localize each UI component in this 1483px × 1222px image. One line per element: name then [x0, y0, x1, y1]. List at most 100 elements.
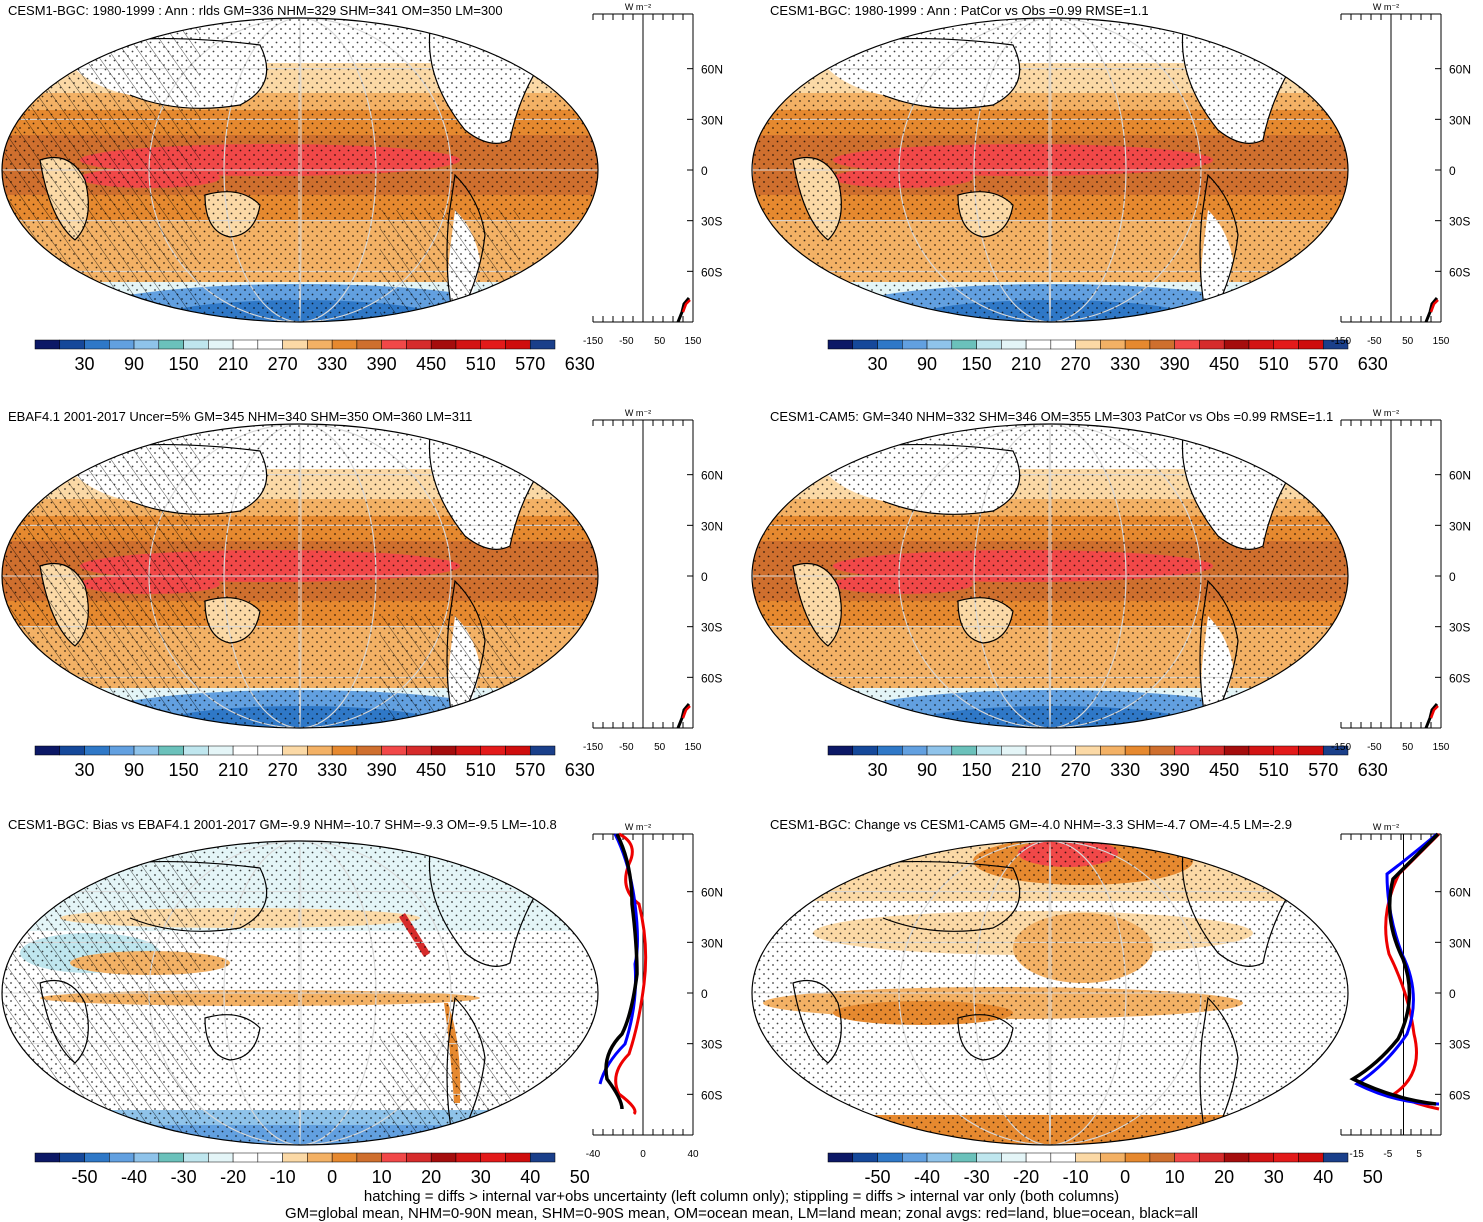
colorbar-tick-label: 30 — [75, 760, 95, 780]
colorbar-tick-label: 50 — [570, 1167, 590, 1187]
colorbar-tick-label: 330 — [317, 760, 347, 780]
latitude-label: 30N — [701, 936, 723, 950]
zonal-xtick-label: -50 — [619, 742, 634, 753]
colorbar-tick-label: 10 — [1165, 1167, 1185, 1187]
colorbar-tick-label: -20 — [1013, 1167, 1039, 1187]
latitude-label: 30S — [1449, 215, 1470, 229]
zonal-xtick-label: -150 — [583, 742, 603, 753]
latitude-label: 60S — [701, 671, 722, 685]
map-field — [753, 18, 1348, 322]
colorbar-tick-label: 570 — [515, 354, 545, 374]
colorbar: 30 90 150 210 270 330 390 450 510 570 630 — [34, 745, 595, 780]
zonal-xtick-label: 50 — [654, 336, 666, 347]
colorbar-tick-label: 330 — [1110, 760, 1140, 780]
panel-title: CESM1-BGC: Change vs CESM1-CAM5 GM=-4.0 … — [770, 817, 1292, 832]
map-figure: 30 90 150 210 270 330 390 450 510 570 630 W m⁻² -150… — [751, 408, 1471, 780]
colorbar-tick-label: 270 — [1061, 354, 1091, 374]
colorbar-tick-label: 270 — [268, 760, 298, 780]
panel-p2: CESM1-BGC: 1980-1999 : Ann : PatCor vs O… — [748, 0, 1483, 380]
latitude-label: 0 — [701, 164, 708, 178]
latitude-label: 30N — [1449, 113, 1471, 127]
zonal-xtick-label: 150 — [1433, 336, 1450, 347]
colorbar-tick-label: 210 — [218, 354, 248, 374]
colorbar: -50 -40 -30 -20 -10 0 10 20 30 40 50 — [34, 1152, 590, 1187]
colorbar-tick-label: 630 — [565, 354, 595, 374]
colorbar-tick-label: 30 — [868, 354, 888, 374]
colorbar: 30 90 150 210 270 330 390 450 510 570 630 — [827, 745, 1388, 780]
latitude-label: 0 — [1449, 164, 1456, 178]
panel-title: EBAF4.1 2001-2017 Uncer=5% GM=345 NHM=34… — [8, 409, 473, 424]
zonal-mean-plot: W m⁻² -15 -5 5 60N 30N 0 30S 60S — [1340, 822, 1471, 1160]
colorbar-tick-label: 510 — [466, 354, 496, 374]
colorbar-tick-label: 50 — [1363, 1167, 1383, 1187]
colorbar-tick-label: 630 — [565, 760, 595, 780]
colorbar-tick-label: -10 — [270, 1167, 296, 1187]
latitude-label: 60N — [701, 886, 723, 900]
colorbar-tick-label: -50 — [865, 1167, 891, 1187]
colorbar-tick-label: 450 — [416, 354, 446, 374]
colorbar-tick-label: 630 — [1358, 760, 1388, 780]
panel-title: CESM1-BGC: Bias vs EBAF4.1 2001-2017 GM=… — [8, 817, 557, 832]
colorbar-tick-label: 270 — [268, 354, 298, 374]
colorbar-tick-label: 390 — [367, 354, 397, 374]
colorbar-tick-label: 40 — [520, 1167, 540, 1187]
colorbar-tick-label: 390 — [367, 760, 397, 780]
map-figure: -50 -40 -30 -20 -10 0 10 20 30 40 50 W m⁻² -40 0 40 60N… — [1, 822, 723, 1187]
zonal-xtick-label: -50 — [1367, 336, 1382, 347]
colorbar-tick-label: 510 — [1259, 760, 1289, 780]
latitude-label: 60N — [1449, 886, 1471, 900]
colorbar-tick-label: 450 — [416, 760, 446, 780]
zonal-xtick-label: 150 — [685, 336, 702, 347]
colorbar-tick-label: 90 — [124, 354, 144, 374]
map-field — [753, 841, 1348, 1145]
colorbar: 30 90 150 210 270 330 390 450 510 570 630 — [827, 339, 1388, 374]
map-field — [2, 841, 598, 1145]
colorbar-tick-label: 20 — [421, 1167, 441, 1187]
colorbar-tick-label: 210 — [1011, 354, 1041, 374]
latitude-label: 60S — [701, 265, 722, 279]
latitude-label: 60N — [1449, 63, 1471, 77]
map-field — [2, 18, 598, 322]
colorbar-tick-label: 510 — [1259, 354, 1289, 374]
latitude-label: 0 — [1449, 987, 1456, 1001]
zonal-mean-plot: W m⁻² -150 -50 50 150 60N 30N 0 30S 60S — [1331, 2, 1471, 347]
colorbar-tick-label: 150 — [962, 760, 992, 780]
map-figure: 30 90 150 210 270 330 390 450 510 570 630 W m⁻² -150… — [1, 408, 723, 780]
colorbar: 30 90 150 210 270 330 390 450 510 570 630 — [34, 339, 595, 374]
colorbar-tick-label: 570 — [1308, 354, 1338, 374]
map-figure: -50 -40 -30 -20 -10 0 10 20 30 40 50 W m⁻² -15 -5 5 60N… — [751, 822, 1471, 1187]
colorbar-tick-label: -50 — [72, 1167, 98, 1187]
colorbar-tick-label: 570 — [515, 760, 545, 780]
colorbar-tick-label: 40 — [1313, 1167, 1333, 1187]
zonal-xtick-label: 40 — [687, 1149, 699, 1160]
zonal-unit-label: W m⁻² — [625, 822, 651, 832]
latitude-label: 60S — [1449, 671, 1470, 685]
panel-p6: CESM1-BGC: Change vs CESM1-CAM5 GM=-4.0 … — [748, 810, 1483, 1190]
map-figure: 30 90 150 210 270 330 390 450 510 570 630 W m⁻² -150… — [751, 2, 1471, 374]
colorbar-tick-label: 20 — [1214, 1167, 1234, 1187]
colorbar-tick-label: 450 — [1209, 760, 1239, 780]
colorbar-tick-label: -30 — [964, 1167, 990, 1187]
zonal-xtick-label: -5 — [1383, 1149, 1392, 1160]
colorbar-tick-label: 330 — [1110, 354, 1140, 374]
colorbar-tick-label: 510 — [466, 760, 496, 780]
panel-p4: CESM1-CAM5: GM=340 NHM=332 SHM=346 OM=35… — [748, 406, 1483, 786]
zonal-unit-label: W m⁻² — [1373, 2, 1399, 12]
colorbar-tick-label: 150 — [169, 760, 199, 780]
latitude-label: 60N — [701, 63, 723, 77]
colorbar-tick-label: 210 — [218, 760, 248, 780]
latitude-label: 30S — [1449, 1038, 1470, 1052]
panel-p1: CESM1-BGC: 1980-1999 : Ann : rlds GM=336… — [0, 0, 735, 380]
latitude-label: 60N — [701, 469, 723, 483]
colorbar-tick-label: -20 — [220, 1167, 246, 1187]
latitude-label: 30N — [1449, 519, 1471, 533]
colorbar-tick-label: 90 — [124, 760, 144, 780]
latitude-label: 30N — [1449, 936, 1471, 950]
colorbar-tick-label: -40 — [121, 1167, 147, 1187]
zonal-mean-plot: W m⁻² -150 -50 50 150 60N 30N 0 30S 60S — [1331, 408, 1471, 753]
zonal-xtick-label: -150 — [583, 336, 603, 347]
latitude-label: 30N — [701, 519, 723, 533]
latitude-label: 60S — [1449, 265, 1470, 279]
latitude-label: 30S — [1449, 621, 1470, 635]
latitude-label: 60N — [1449, 469, 1471, 483]
